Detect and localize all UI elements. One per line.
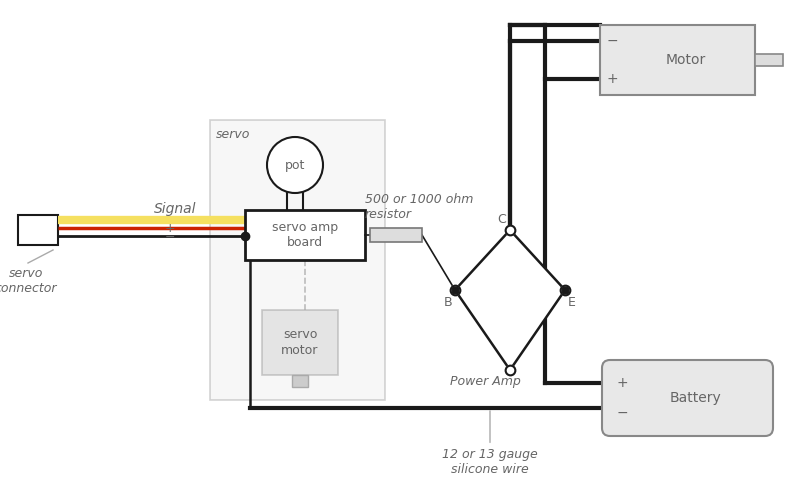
Text: C: C (497, 213, 506, 226)
Bar (18, 215, 58, 245)
Text: servo
motor: servo motor (282, 328, 319, 356)
Text: servo amp
board: servo amp board (272, 221, 338, 249)
Text: Power Amp: Power Amp (450, 375, 521, 388)
Text: servo
connector: servo connector (0, 267, 57, 295)
Polygon shape (455, 230, 565, 370)
Text: 500 or 1000 ohm
resistor: 500 or 1000 ohm resistor (365, 193, 474, 221)
Text: Battery: Battery (670, 391, 721, 405)
Text: +: + (606, 72, 618, 86)
Text: −: − (606, 34, 618, 48)
Text: B: B (443, 296, 452, 309)
Text: +: + (165, 223, 175, 236)
Text: −: − (617, 406, 628, 420)
Text: Motor: Motor (666, 53, 705, 67)
Bar (755, 54, 783, 66)
Bar (262, 310, 338, 375)
Text: 12 or 13 gauge
silicone wire: 12 or 13 gauge silicone wire (442, 411, 538, 476)
Text: pot: pot (285, 159, 305, 172)
Bar (370, 228, 422, 242)
Text: −: − (165, 231, 175, 244)
Bar (600, 25, 755, 95)
Text: +: + (617, 376, 628, 390)
FancyBboxPatch shape (602, 360, 773, 436)
Bar (245, 210, 365, 260)
Circle shape (267, 137, 323, 193)
Text: Signal: Signal (154, 202, 196, 216)
Bar (292, 375, 308, 387)
Text: E: E (568, 296, 576, 309)
Text: servo: servo (216, 128, 250, 141)
Bar (210, 120, 385, 400)
